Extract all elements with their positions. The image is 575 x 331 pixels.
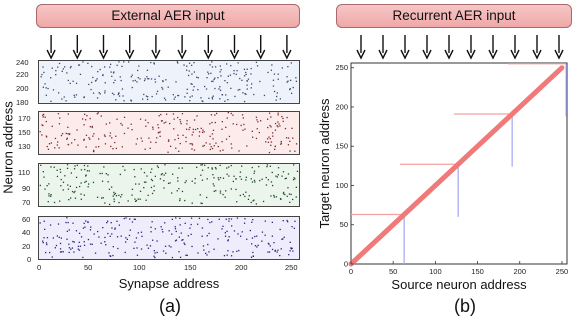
raster-block-bottom: [38, 216, 300, 260]
panel-a: External AER input 240 220 200 180 170 1…: [0, 4, 300, 316]
down-arrow-icon: [378, 35, 388, 60]
down-arrow-icon: [444, 35, 454, 60]
xtick: 150: [184, 263, 197, 272]
external-aer-input-banner: External AER input: [36, 4, 300, 28]
x-tick-label: 50: [389, 267, 397, 276]
ytick: 180: [16, 98, 29, 107]
xtick: 200: [235, 263, 248, 272]
y-tick-label: 0: [344, 260, 348, 269]
down-arrow-icon: [510, 35, 520, 60]
down-arrow-icon: [229, 35, 240, 60]
spike-raster: [40, 61, 298, 103]
y-axis-label: Neuron address: [0, 101, 16, 194]
xtick: 0: [37, 263, 42, 272]
x-tick-label: 150: [471, 267, 484, 276]
y-tick-label: 150: [335, 142, 348, 151]
xtick: 250: [285, 263, 298, 272]
down-arrow-icon: [203, 35, 213, 60]
down-arrow-icon: [46, 35, 56, 60]
x-tick-label: 250: [556, 267, 569, 276]
panel-b: Recurrent AER input 0 50 100 150 200 250 0 50 10…: [305, 0, 575, 331]
input-arrows: [356, 35, 564, 60]
diagonal-line: [348, 65, 565, 267]
down-arrow-icon: [125, 35, 135, 60]
x-tick-label: 100: [429, 267, 442, 276]
spike-raster: [39, 217, 296, 259]
down-arrow-icon: [98, 35, 109, 60]
ytick: 110: [18, 168, 30, 177]
recurrent-aer-input-banner: Recurrent AER input: [336, 4, 572, 28]
down-arrow-icon: [554, 35, 564, 60]
ytick: 200: [16, 84, 29, 93]
down-arrow-icon: [151, 35, 161, 60]
y-tick-label: 200: [335, 102, 348, 111]
ytick: 90: [22, 184, 31, 193]
input-arrows: [46, 35, 292, 60]
figure-letter-b: (b): [454, 296, 476, 316]
down-arrow-icon: [488, 35, 498, 60]
down-arrow-icon: [356, 35, 366, 60]
y-tick-label: 250: [335, 63, 348, 72]
y-axis-label: Target neuron address: [317, 98, 332, 229]
y-tick-label: 100: [335, 181, 348, 190]
down-arrow-icon: [422, 35, 432, 60]
xtick: 100: [133, 263, 146, 272]
ytick: 220: [16, 70, 29, 79]
down-arrow-icon: [532, 35, 542, 60]
down-arrow-icon: [282, 35, 292, 60]
x-tick-label: 0: [349, 267, 353, 276]
x-tick-label: 200: [513, 267, 526, 276]
raster-block-2: [38, 111, 300, 155]
xtick: 50: [84, 263, 93, 272]
ytick: 150: [18, 128, 31, 137]
down-arrow-icon: [466, 35, 476, 60]
figure-letter-a: (a): [159, 296, 181, 316]
ytick: 20: [22, 242, 31, 251]
spike-raster: [39, 112, 298, 154]
ytick: 0: [27, 255, 32, 264]
y-tick-label: 50: [340, 220, 348, 229]
ytick: 240: [16, 58, 29, 67]
x-axis-label: Source neuron address: [391, 277, 527, 292]
down-arrow-icon: [256, 35, 266, 60]
connectivity-plot: 0 50 100 150 200 250 0 50 100 150 200 250 Source neu…: [317, 62, 569, 292]
ytick: 130: [18, 142, 31, 151]
ytick: 70: [22, 198, 31, 207]
down-arrow-icon: [400, 35, 410, 60]
ytick: 60: [22, 215, 31, 224]
spike-raster: [39, 164, 299, 206]
ytick: 40: [22, 228, 31, 237]
down-arrow-icon: [72, 35, 82, 60]
down-arrow-icon: [177, 35, 187, 60]
x-axis-label: Synapse address: [118, 276, 220, 291]
ytick: 170: [18, 114, 31, 123]
raster-block-3: [38, 163, 300, 207]
raster-block-top: [38, 60, 300, 104]
